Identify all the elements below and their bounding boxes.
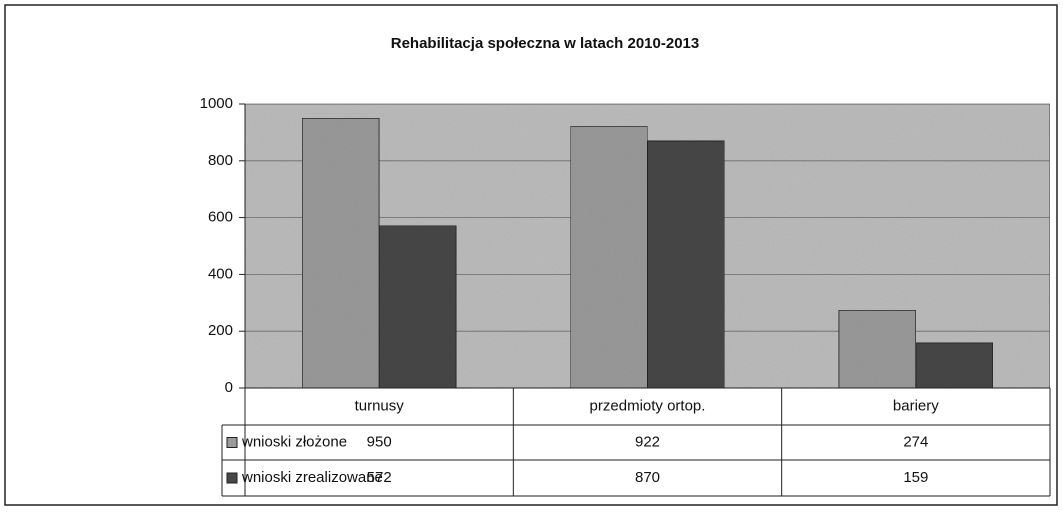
chart-title: Rehabilitacja społeczna w latach 2010-20… xyxy=(391,35,699,52)
x-tick-label: przedmioty ortop. xyxy=(590,397,706,414)
table-value: 922 xyxy=(635,433,660,450)
table-value: 572 xyxy=(367,469,392,486)
legend-label: wnioski zrealizowane xyxy=(241,469,383,486)
table-value: 870 xyxy=(635,469,660,486)
bar xyxy=(838,309,917,389)
bar xyxy=(570,125,648,389)
bar xyxy=(915,342,994,389)
bar xyxy=(301,117,380,389)
table-value: 274 xyxy=(903,433,928,450)
legend-swatch xyxy=(226,472,238,484)
x-tick-label: turnusy xyxy=(355,397,405,414)
legend-swatch xyxy=(226,437,238,448)
y-tick-label: 400 xyxy=(208,265,233,282)
x-tick-label: bariery xyxy=(893,397,939,414)
bar xyxy=(647,140,725,389)
legend-label: wnioski złożone xyxy=(241,433,347,450)
table-value: 159 xyxy=(903,469,928,486)
bar xyxy=(378,225,457,389)
table-value: 950 xyxy=(367,433,392,450)
y-tick-label: 200 xyxy=(208,322,233,339)
y-tick-label: 1000 xyxy=(200,95,233,112)
y-tick-label: 800 xyxy=(208,152,233,169)
y-tick-label: 0 xyxy=(225,379,233,396)
y-tick-label: 600 xyxy=(208,209,233,226)
